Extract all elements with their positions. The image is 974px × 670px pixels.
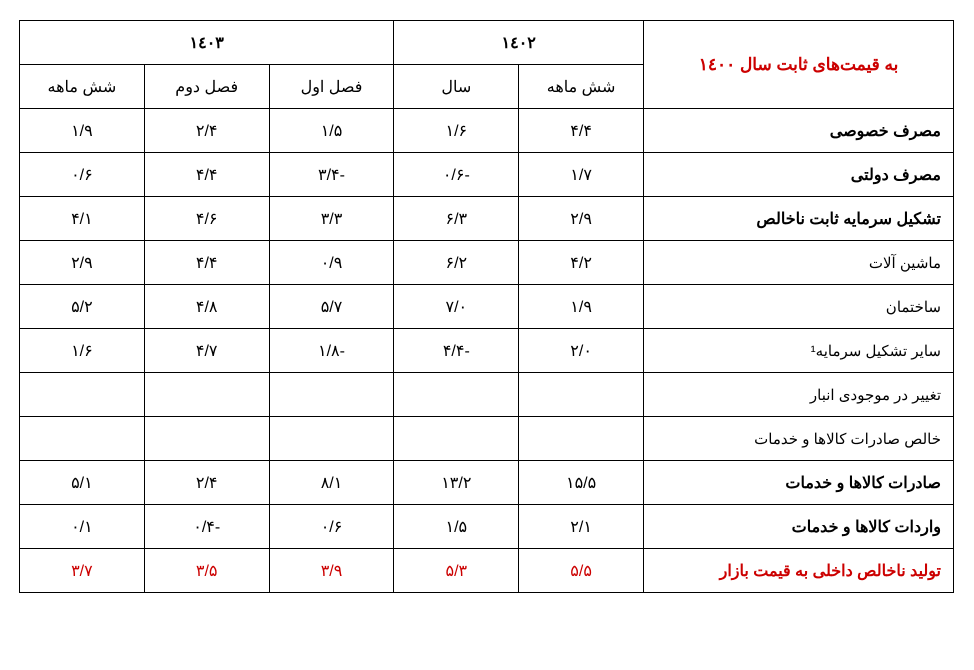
data-cell: ۰/۶ [19, 153, 144, 197]
row-label: تشکیل سرمایه ثابت ناخالص [644, 197, 954, 241]
data-cell: ۲/۴ [144, 109, 269, 153]
data-cell: ۴/۴ [144, 241, 269, 285]
data-cell: -۴/۴ [394, 329, 519, 373]
table-row: صادرات کالاها و خدمات۱۵/۵۱۳/۲۸/۱۲/۴۵/۱ [19, 461, 953, 505]
year-1402-header: ۱٤۰۲ [394, 21, 644, 65]
table-row: تشکیل سرمایه ثابت ناخالص۲/۹۶/۳۳/۳۴/۶۴/۱ [19, 197, 953, 241]
data-cell [144, 417, 269, 461]
data-cell: ۳/۵ [144, 549, 269, 593]
data-cell: ۴/۱ [19, 197, 144, 241]
data-cell: -۰/۴ [144, 505, 269, 549]
data-cell: ۶/۳ [394, 197, 519, 241]
data-cell: ۱۵/۵ [519, 461, 644, 505]
data-cell [394, 417, 519, 461]
data-cell: ۱/۵ [269, 109, 394, 153]
data-cell: ۱/۵ [394, 505, 519, 549]
row-label: تغییر در موجودی انبار [644, 373, 954, 417]
row-label: سایر تشکیل سرمایه¹ [644, 329, 954, 373]
table-row: خالص صادرات کالاها و خدمات [19, 417, 953, 461]
row-label: واردات کالاها و خدمات [644, 505, 954, 549]
data-cell: ۲/۱ [519, 505, 644, 549]
data-cell: ۱/۷ [519, 153, 644, 197]
sub-1403-6mo: شش ماهه [19, 65, 144, 109]
sub-1403-q2: فصل دوم [144, 65, 269, 109]
data-cell: ۱۳/۲ [394, 461, 519, 505]
row-label: مصرف خصوصی [644, 109, 954, 153]
table-row: تغییر در موجودی انبار [19, 373, 953, 417]
data-cell: ۱/۹ [519, 285, 644, 329]
data-cell [519, 417, 644, 461]
table-row: مصرف خصوصی۴/۴۱/۶۱/۵۲/۴۱/۹ [19, 109, 953, 153]
data-cell: -۳/۴ [269, 153, 394, 197]
row-label: صادرات کالاها و خدمات [644, 461, 954, 505]
data-cell: ۳/۷ [19, 549, 144, 593]
sub-1402-6mo: شش ماهه [519, 65, 644, 109]
data-cell: ۰/۹ [269, 241, 394, 285]
data-cell: ۳/۳ [269, 197, 394, 241]
data-cell: ۱/۶ [19, 329, 144, 373]
table-row: سایر تشکیل سرمایه¹۲/۰-۴/۴-۱/۸۴/۷۱/۶ [19, 329, 953, 373]
data-cell: ۰/۶ [269, 505, 394, 549]
table-row: واردات کالاها و خدمات۲/۱۱/۵۰/۶-۰/۴۰/۱ [19, 505, 953, 549]
data-cell: ۱/۶ [394, 109, 519, 153]
data-cell: ۵/۷ [269, 285, 394, 329]
row-label: ساختمان [644, 285, 954, 329]
sub-1403-q1: فصل اول [269, 65, 394, 109]
row-label: مصرف دولتی [644, 153, 954, 197]
data-cell: ۴/۸ [144, 285, 269, 329]
data-cell: ۱/۹ [19, 109, 144, 153]
data-cell: ۲/۹ [19, 241, 144, 285]
data-cell: -۱/۸ [269, 329, 394, 373]
data-cell: ۴/۷ [144, 329, 269, 373]
row-label: خالص صادرات کالاها و خدمات [644, 417, 954, 461]
data-cell [144, 373, 269, 417]
data-cell: ۴/۴ [519, 109, 644, 153]
data-cell: ۴/۶ [144, 197, 269, 241]
data-cell [269, 417, 394, 461]
data-cell: ۸/۱ [269, 461, 394, 505]
table-row: ماشین آلات۴/۲۶/۲۰/۹۴/۴۲/۹ [19, 241, 953, 285]
data-cell: ۶/۲ [394, 241, 519, 285]
data-cell: ۳/۹ [269, 549, 394, 593]
data-cell: ۴/۲ [519, 241, 644, 285]
data-cell: ۲/۰ [519, 329, 644, 373]
data-cell: ۲/۹ [519, 197, 644, 241]
data-cell: ۵/۱ [19, 461, 144, 505]
table-row: مصرف دولتی۱/۷-۰/۶-۳/۴۴/۴۰/۶ [19, 153, 953, 197]
data-cell: ۴/۴ [144, 153, 269, 197]
economic-data-table: به قیمت‌های ثابت سال ۱٤۰۰ ۱٤۰۲ ۱٤۰۳ شش م… [19, 20, 954, 593]
table-header-title: به قیمت‌های ثابت سال ۱٤۰۰ [644, 21, 954, 109]
data-cell [269, 373, 394, 417]
data-cell: ۵/۳ [394, 549, 519, 593]
row-label: ماشین آلات [644, 241, 954, 285]
data-cell [19, 373, 144, 417]
row-label: تولید ناخالص داخلی به قیمت بازار [644, 549, 954, 593]
data-cell: ۰/۱ [19, 505, 144, 549]
table-row: ساختمان۱/۹۷/۰۵/۷۴/۸۵/۲ [19, 285, 953, 329]
data-cell [519, 373, 644, 417]
year-1403-header: ۱٤۰۳ [19, 21, 393, 65]
data-cell [19, 417, 144, 461]
sub-1402-year: سال [394, 65, 519, 109]
data-cell: ۲/۴ [144, 461, 269, 505]
data-cell [394, 373, 519, 417]
data-cell: ۵/۲ [19, 285, 144, 329]
table-row: تولید ناخالص داخلی به قیمت بازار۵/۵۵/۳۳/… [19, 549, 953, 593]
data-cell: ۵/۵ [519, 549, 644, 593]
data-cell: -۰/۶ [394, 153, 519, 197]
data-cell: ۷/۰ [394, 285, 519, 329]
